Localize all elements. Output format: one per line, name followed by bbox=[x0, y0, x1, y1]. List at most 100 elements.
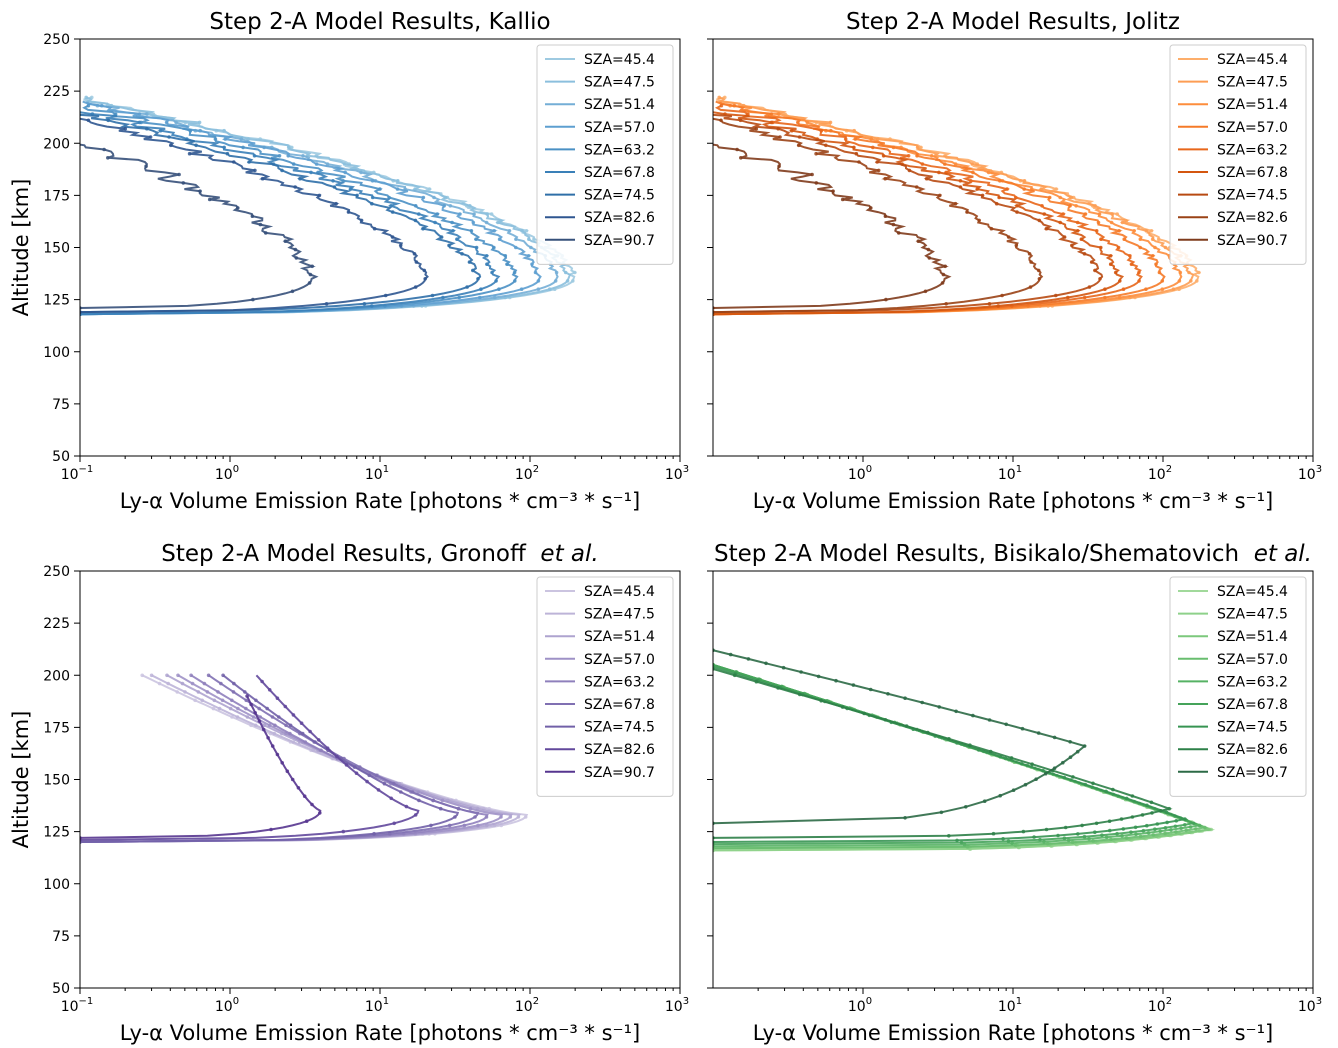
x-tick-label: 103 bbox=[665, 464, 689, 483]
data-point bbox=[982, 799, 987, 803]
y-tick-label: 50 bbox=[52, 981, 70, 997]
chart-panel-1: 50 75 100 125 150 175 200 225 250 10−1 100 101 102 10… bbox=[9, 9, 689, 513]
legend-label: SZA=45.4 bbox=[1217, 52, 1288, 68]
data-point bbox=[460, 252, 464, 256]
data-point bbox=[308, 272, 313, 277]
data-point bbox=[359, 218, 364, 223]
data-point bbox=[884, 297, 888, 302]
data-point bbox=[971, 713, 975, 718]
data-point bbox=[754, 679, 759, 684]
data-point bbox=[144, 164, 148, 168]
data-point bbox=[1133, 825, 1138, 830]
data-point bbox=[987, 718, 992, 722]
data-point bbox=[728, 652, 733, 657]
data-point bbox=[1023, 782, 1028, 787]
data-point bbox=[1070, 243, 1074, 248]
legend-label: SZA=63.2 bbox=[584, 674, 655, 690]
data-point bbox=[410, 790, 415, 794]
data-point bbox=[1197, 823, 1202, 828]
series-line-sza-57-0 bbox=[713, 100, 1166, 316]
data-point bbox=[267, 688, 272, 692]
data-point bbox=[1063, 825, 1068, 830]
data-point bbox=[819, 698, 823, 703]
series-line-sza-90-7 bbox=[713, 143, 952, 309]
data-point bbox=[241, 145, 245, 150]
data-point bbox=[231, 690, 236, 694]
data-point bbox=[1062, 775, 1067, 780]
data-point bbox=[1122, 237, 1126, 241]
data-point bbox=[453, 815, 457, 819]
data-point bbox=[228, 706, 233, 711]
data-point bbox=[1014, 243, 1019, 248]
data-point bbox=[1036, 731, 1041, 735]
data-point bbox=[965, 845, 970, 849]
data-point bbox=[915, 145, 920, 150]
data-point bbox=[871, 145, 875, 150]
data-point bbox=[980, 193, 985, 198]
plot-area bbox=[80, 95, 577, 316]
data-point bbox=[1066, 295, 1070, 300]
y-tick-label: 75 bbox=[52, 397, 70, 413]
data-point bbox=[1079, 237, 1084, 241]
data-point bbox=[1130, 815, 1135, 819]
data-point bbox=[1118, 295, 1122, 300]
data-point bbox=[187, 151, 192, 156]
series-line-sza-67-8 bbox=[713, 111, 1125, 316]
data-point bbox=[1062, 836, 1067, 840]
y-tick-label: 225 bbox=[43, 616, 70, 632]
data-point bbox=[325, 746, 330, 750]
data-point bbox=[290, 777, 295, 782]
data-point bbox=[527, 237, 531, 241]
data-point bbox=[1103, 287, 1107, 292]
data-point bbox=[253, 168, 257, 173]
data-point bbox=[273, 723, 277, 728]
series-line-sza-90-7 bbox=[80, 143, 319, 309]
data-point bbox=[903, 696, 907, 700]
legend-label: SZA=90.7 bbox=[1217, 765, 1288, 781]
data-point bbox=[868, 687, 873, 692]
data-point bbox=[1140, 813, 1145, 817]
data-point bbox=[989, 226, 994, 231]
data-point bbox=[516, 815, 521, 819]
x-tick-label: 103 bbox=[665, 996, 689, 1015]
data-point bbox=[174, 120, 178, 125]
data-point bbox=[412, 252, 417, 256]
data-point bbox=[1164, 810, 1169, 814]
data-point bbox=[1093, 268, 1097, 273]
series-line-sza-67-8 bbox=[713, 663, 1198, 846]
series-line-sza-74-5 bbox=[80, 674, 460, 843]
data-point bbox=[968, 743, 972, 747]
data-point bbox=[1132, 229, 1136, 233]
data-point bbox=[1110, 212, 1114, 216]
data-point bbox=[239, 137, 244, 141]
y-tick-label: 100 bbox=[43, 345, 70, 361]
data-point bbox=[1141, 828, 1146, 833]
data-point bbox=[1138, 237, 1143, 241]
data-point bbox=[223, 137, 228, 141]
data-point bbox=[291, 162, 296, 166]
data-point bbox=[417, 798, 421, 803]
data-point bbox=[529, 245, 533, 250]
data-point bbox=[1052, 766, 1057, 770]
data-point bbox=[1191, 821, 1196, 826]
data-point bbox=[342, 162, 347, 166]
data-point bbox=[270, 744, 275, 748]
x-tick-label: 102 bbox=[1148, 464, 1172, 483]
data-point bbox=[497, 237, 502, 241]
data-point bbox=[1006, 235, 1011, 239]
data-point bbox=[1121, 287, 1126, 292]
data-point bbox=[947, 737, 951, 741]
data-point bbox=[358, 765, 362, 769]
data-point bbox=[335, 754, 339, 759]
data-point bbox=[324, 302, 329, 306]
data-point bbox=[438, 806, 443, 811]
series-line-sza-90-7 bbox=[713, 649, 1087, 825]
data-point bbox=[883, 718, 888, 722]
data-point bbox=[1098, 277, 1102, 281]
data-point bbox=[1075, 229, 1080, 233]
data-point bbox=[919, 145, 923, 150]
data-point bbox=[719, 103, 724, 108]
series-line-sza-45-4 bbox=[713, 96, 1202, 316]
data-point bbox=[869, 137, 874, 141]
legend-label: SZA=45.4 bbox=[584, 52, 655, 68]
